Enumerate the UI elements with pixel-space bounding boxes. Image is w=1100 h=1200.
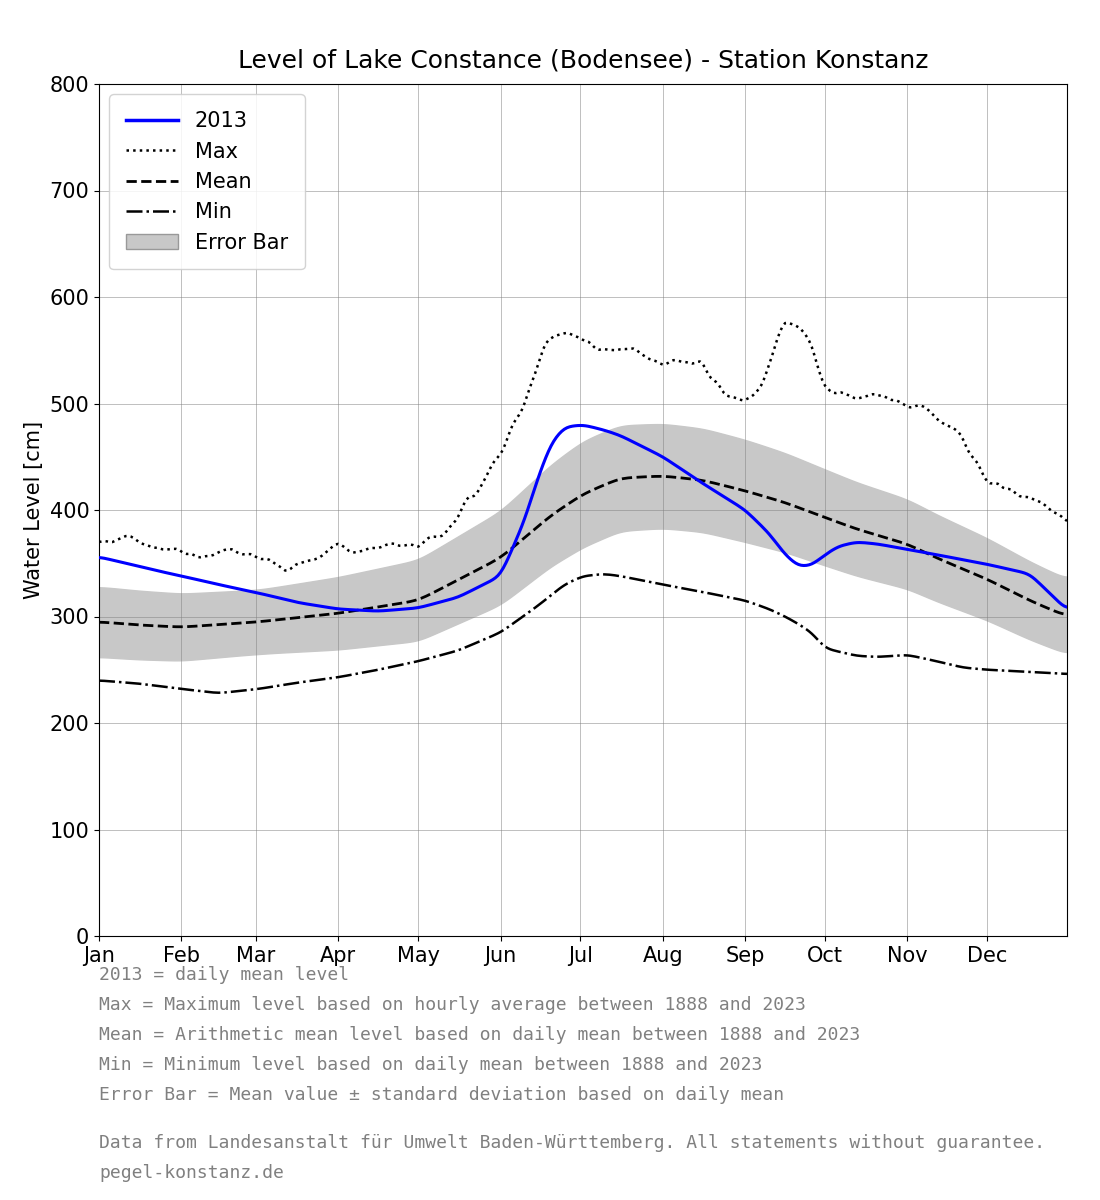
Y-axis label: Water Level [cm]: Water Level [cm]	[24, 421, 44, 599]
2013	[486, 572, 499, 587]
Max	[300, 554, 313, 569]
Text: pegel-konstanz.de: pegel-konstanz.de	[99, 1164, 284, 1182]
Min	[481, 631, 494, 646]
Min	[486, 629, 499, 643]
2013	[481, 576, 494, 590]
Max	[481, 467, 494, 481]
Max	[282, 563, 295, 577]
Text: Error Bar = Mean value ± standard deviation based on daily mean: Error Bar = Mean value ± standard deviat…	[99, 1086, 784, 1104]
Min	[361, 665, 374, 679]
Mean	[173, 619, 186, 634]
Min	[212, 685, 226, 700]
Max	[927, 409, 940, 424]
Legend: 2013, Max, Mean, Min, Error Bar: 2013, Max, Mean, Min, Error Bar	[109, 95, 305, 270]
Max	[1060, 514, 1074, 528]
Mean	[300, 610, 313, 624]
Line: 2013: 2013	[99, 426, 1067, 611]
Max	[486, 457, 499, 472]
2013	[927, 547, 940, 562]
2013	[297, 596, 310, 611]
2013	[92, 551, 106, 565]
Mean	[481, 558, 494, 572]
2013	[1060, 600, 1074, 614]
Mean	[361, 601, 374, 616]
2013	[359, 604, 372, 618]
Max	[1021, 490, 1034, 504]
Max	[92, 535, 106, 550]
Mean	[927, 550, 940, 564]
Line: Mean: Mean	[99, 476, 1067, 626]
Text: Data from Landesanstalt für Umwelt Baden-Württemberg. All statements without gua: Data from Landesanstalt für Umwelt Baden…	[99, 1134, 1045, 1152]
Text: Mean = Arithmetic mean level based on daily mean between 1888 and 2023: Mean = Arithmetic mean level based on da…	[99, 1026, 860, 1044]
Min	[927, 654, 940, 668]
Text: 2013 = daily mean level: 2013 = daily mean level	[99, 966, 349, 984]
Mean	[653, 469, 667, 484]
2013	[1021, 566, 1034, 581]
Min	[597, 568, 611, 582]
Max	[781, 316, 794, 330]
Line: Max: Max	[99, 323, 1067, 570]
Min	[1021, 665, 1034, 679]
Line: Min: Min	[99, 575, 1067, 692]
Mean	[1021, 592, 1034, 606]
Text: Max = Maximum level based on hourly average between 1888 and 2023: Max = Maximum level based on hourly aver…	[99, 996, 806, 1014]
Min	[300, 674, 313, 689]
Mean	[92, 616, 106, 630]
Mean	[1060, 607, 1074, 622]
Text: Min = Minimum level based on daily mean between 1888 and 2023: Min = Minimum level based on daily mean …	[99, 1056, 762, 1074]
2013	[368, 604, 382, 618]
Title: Level of Lake Constance (Bodensee) - Station Konstanz: Level of Lake Constance (Bodensee) - Sta…	[238, 48, 928, 72]
Mean	[486, 554, 499, 569]
2013	[574, 419, 587, 433]
Min	[92, 673, 106, 688]
Max	[361, 541, 374, 556]
Min	[1060, 667, 1074, 682]
